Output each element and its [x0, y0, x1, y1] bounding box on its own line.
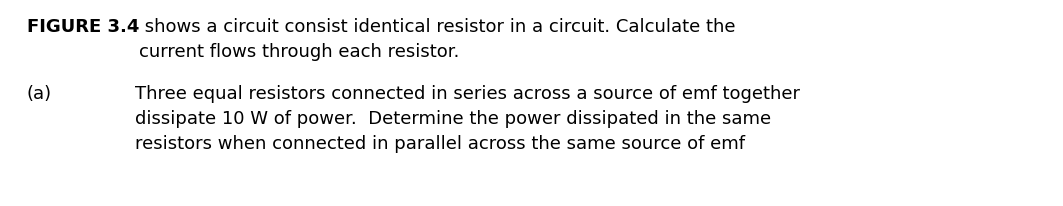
Text: Three equal resistors connected in series across a source of emf together
dissip: Three equal resistors connected in serie… — [135, 85, 800, 152]
Text: shows a circuit consist identical resistor in a circuit. Calculate the
current f: shows a circuit consist identical resist… — [139, 18, 736, 61]
Text: FIGURE 3.4: FIGURE 3.4 — [27, 18, 139, 36]
Text: (a): (a) — [27, 85, 52, 103]
